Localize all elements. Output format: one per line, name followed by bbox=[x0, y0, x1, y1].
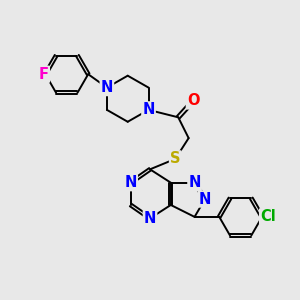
Text: N: N bbox=[199, 191, 211, 206]
Text: S: S bbox=[170, 152, 181, 166]
Text: Cl: Cl bbox=[260, 209, 276, 224]
Text: N: N bbox=[188, 175, 201, 190]
Text: N: N bbox=[101, 80, 113, 95]
Text: N: N bbox=[142, 102, 155, 117]
Text: F: F bbox=[39, 67, 49, 82]
Text: N: N bbox=[144, 211, 156, 226]
Text: O: O bbox=[187, 94, 199, 109]
Text: N: N bbox=[124, 175, 137, 190]
